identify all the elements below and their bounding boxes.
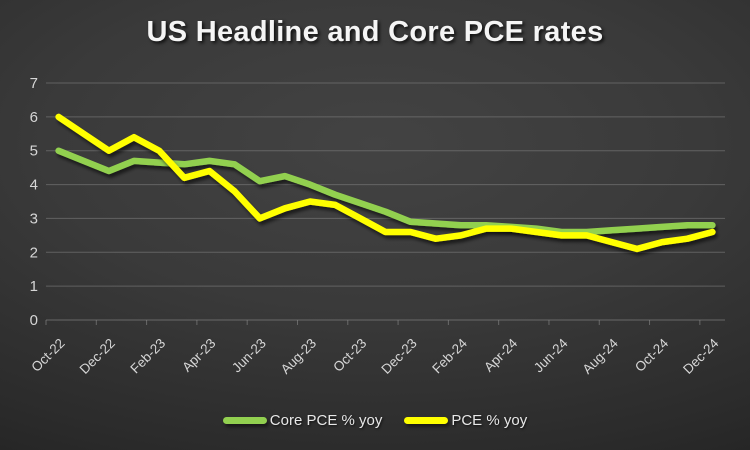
y-axis-tick-label: 0 <box>30 312 38 329</box>
y-axis-tick-label: 6 <box>30 109 38 126</box>
legend-swatch-core-pce <box>222 416 267 424</box>
x-axis-tick-label: Oct-24 <box>632 335 672 375</box>
y-axis-tick-label: 5 <box>30 143 38 160</box>
x-axis-tick-label: Apr-24 <box>481 335 521 375</box>
series-line-pce-yoy <box>55 113 716 253</box>
x-axis-tick-label: Aug-24 <box>580 335 622 377</box>
legend-swatch-pce <box>404 416 449 424</box>
x-axis-tick-label: Dec-22 <box>77 336 118 377</box>
x-axis-tick-label: Dec-23 <box>378 336 419 377</box>
x-axis-tick-label: Jun-24 <box>531 335 571 375</box>
chart-title: US Headline and Core PCE rates <box>146 16 604 48</box>
x-axis-tick-label: Apr-23 <box>179 336 218 375</box>
y-axis-tick-label: 4 <box>30 177 38 194</box>
chart-legend: Core PCE % yoy PCE % yoy <box>0 408 750 432</box>
x-axis-tick-label: Feb-23 <box>127 336 168 377</box>
y-axis-tick-label: 3 <box>30 210 38 227</box>
x-axis-tick-label: Dec-24 <box>680 335 722 377</box>
y-axis-tick-label: 1 <box>30 278 38 295</box>
legend-label-core-pce: Core PCE % yoy <box>269 411 383 429</box>
series-line-core-pce-yoy <box>55 147 716 236</box>
x-axis-tick-label: Oct-23 <box>330 336 369 375</box>
x-axis-tick-label: Aug-23 <box>278 336 319 377</box>
legend-item-core-pce[interactable]: Core PCE % yoy <box>222 411 383 429</box>
legend-label-pce: PCE % yoy <box>451 411 528 429</box>
y-axis-tick-label: 2 <box>30 244 38 261</box>
x-axis-tick-label: Feb-24 <box>429 335 470 376</box>
x-axis-tick-label: Oct-22 <box>28 336 67 375</box>
y-axis-tick-label: 7 <box>30 75 38 92</box>
x-axis-tick-label: Jun-23 <box>229 336 269 376</box>
legend-item-pce[interactable]: PCE % yoy <box>404 412 527 429</box>
